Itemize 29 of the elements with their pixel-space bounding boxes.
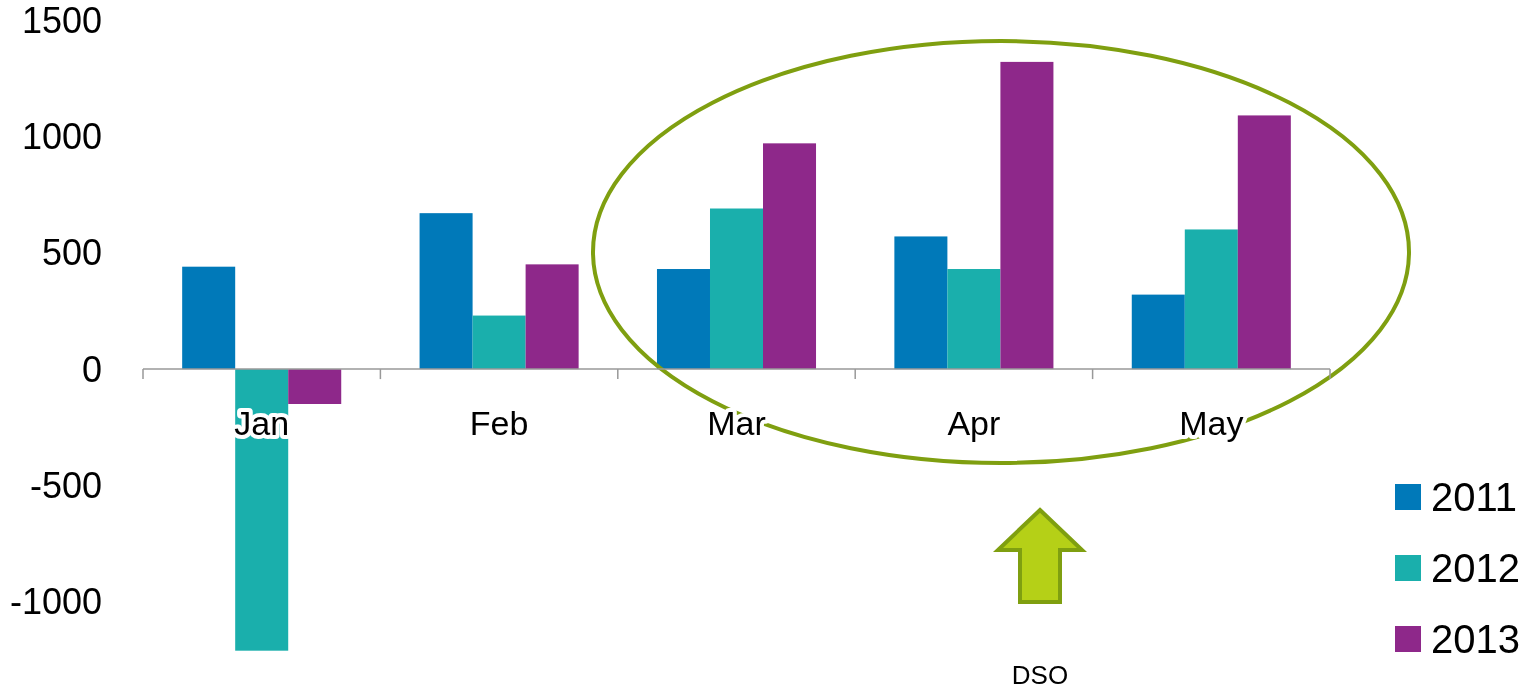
y-tick-label: 0 [81, 348, 102, 390]
bar [419, 213, 473, 370]
y-tick-label: -1000 [9, 581, 102, 623]
bar [709, 208, 764, 370]
legend-label: 2011 [1431, 475, 1518, 519]
bar [1000, 61, 1054, 370]
bar [656, 269, 710, 370]
y-tick-label: -500 [29, 465, 102, 507]
bar [288, 369, 342, 404]
x-tick-label: Mar [707, 404, 766, 443]
x-tick-label: Jan [234, 404, 290, 443]
bar [947, 269, 1001, 370]
bar [525, 264, 579, 370]
bar [182, 266, 236, 370]
bar [1237, 115, 1291, 370]
bar [472, 315, 526, 370]
bar [1184, 229, 1238, 370]
legend-label: 2013 [1431, 617, 1520, 661]
x-tick-label: Feb [469, 404, 529, 443]
legend-label: 2012 [1431, 546, 1520, 590]
y-tick-label: 1500 [21, 0, 102, 41]
bar [763, 143, 817, 370]
x-tick-label: Apr [947, 404, 1001, 443]
annotation: DSO [1011, 660, 1069, 689]
bar [235, 369, 289, 651]
y-tick-label: 500 [41, 232, 102, 274]
bar [894, 236, 948, 370]
y-tick-label: 1000 [21, 115, 102, 157]
bar [1131, 294, 1185, 370]
